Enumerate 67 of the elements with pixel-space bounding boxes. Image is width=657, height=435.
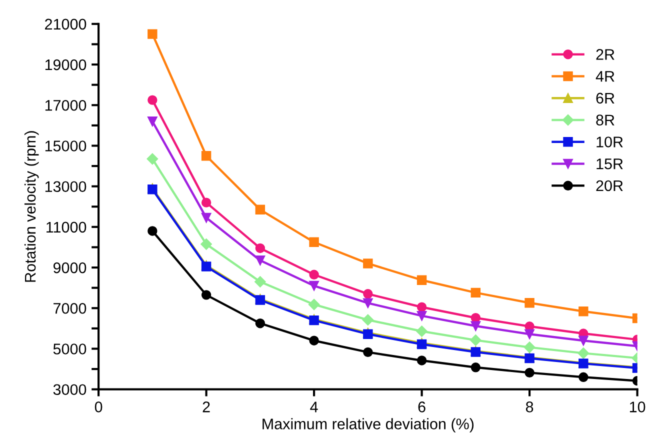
y-tick-label: 19000	[45, 59, 86, 70]
point	[470, 362, 481, 372]
x-tick-label: 6	[418, 402, 426, 412]
point	[524, 342, 536, 353]
point	[524, 329, 534, 339]
point	[201, 290, 212, 300]
y-tick-label: 17000	[45, 100, 86, 111]
point	[309, 270, 319, 280]
point	[255, 256, 266, 266]
y-tick-label: 3000	[53, 384, 86, 396]
point	[254, 276, 266, 288]
point	[524, 368, 534, 378]
legend-label: 20R	[596, 180, 623, 192]
point	[309, 280, 319, 291]
point	[363, 298, 373, 308]
point	[309, 336, 319, 346]
y-tick-label: 5000	[53, 344, 86, 354]
x-tick-label: 0	[94, 402, 102, 412]
legend-label: 6R	[596, 92, 614, 104]
legend-label: 10R	[596, 136, 623, 148]
point	[416, 302, 427, 312]
x-tick-label: 2	[202, 402, 210, 412]
point	[578, 348, 590, 359]
y-axis-title: Rotation velocity (rpm)	[24, 131, 39, 282]
point	[416, 356, 427, 366]
point	[148, 95, 158, 105]
y-tick-label: 21000	[45, 18, 86, 30]
x-tick-label: 10	[630, 402, 646, 412]
y-tick-label: 7000	[54, 302, 86, 314]
legend-label: 15R	[596, 158, 623, 170]
point	[524, 298, 534, 308]
point	[148, 226, 158, 236]
point	[200, 238, 212, 250]
legend-label: 8R	[596, 114, 614, 126]
point	[309, 237, 319, 248]
point	[255, 243, 266, 254]
point	[308, 298, 320, 310]
point	[470, 334, 482, 346]
y-tick-label: 13000	[45, 181, 86, 192]
x-axis-title: Maximum relative deviation (%)	[262, 418, 474, 432]
point	[363, 289, 373, 299]
y-tick-label: 9000	[53, 262, 86, 274]
point	[201, 212, 212, 223]
x-tick-label: 4	[310, 402, 318, 412]
point	[416, 275, 427, 285]
point	[255, 318, 266, 328]
point	[201, 151, 212, 161]
point	[578, 372, 588, 382]
point	[255, 204, 266, 215]
point	[363, 347, 373, 358]
point	[416, 310, 427, 321]
point	[148, 29, 158, 39]
x-tick-label: 8	[526, 402, 534, 412]
y-tick-label: 11000	[46, 222, 86, 233]
point	[470, 321, 481, 331]
point	[362, 314, 374, 326]
point	[578, 336, 588, 346]
point	[148, 116, 158, 126]
point	[416, 326, 428, 337]
legend-label: 4R	[596, 71, 614, 82]
point	[146, 153, 158, 165]
point	[470, 288, 481, 298]
legend-label: 2R	[596, 49, 614, 60]
y-tick-label: 15000	[45, 140, 86, 152]
point	[201, 198, 212, 208]
point	[578, 306, 588, 316]
point	[363, 258, 373, 268]
